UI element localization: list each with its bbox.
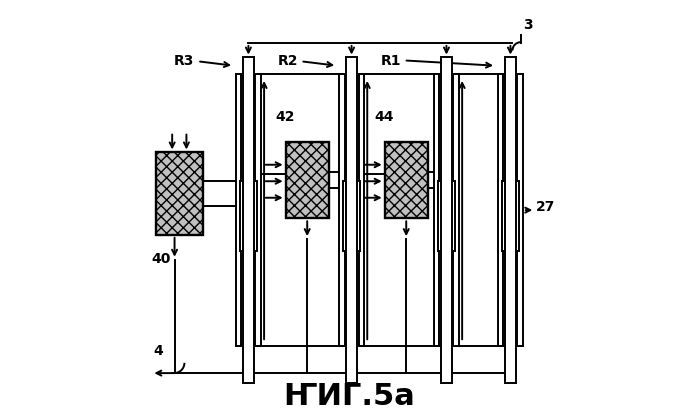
Bar	[513, 182, 519, 252]
Bar	[236, 75, 241, 347]
Text: R1: R1	[380, 54, 491, 69]
Text: ҤИГ.5a: ҤИГ.5a	[284, 381, 415, 410]
Bar	[505, 58, 516, 384]
Bar	[384, 143, 428, 219]
Bar	[359, 75, 364, 347]
Bar	[434, 75, 440, 347]
Bar	[156, 153, 203, 235]
Bar	[502, 182, 507, 252]
Bar	[339, 75, 345, 347]
Bar	[438, 182, 444, 252]
Text: 44: 44	[374, 110, 394, 124]
Text: 3: 3	[523, 18, 533, 31]
Bar	[255, 75, 261, 347]
Text: R3: R3	[174, 54, 229, 68]
Bar	[346, 58, 357, 384]
Bar	[354, 182, 360, 252]
Bar	[498, 75, 503, 347]
Text: 27: 27	[536, 199, 556, 214]
Bar	[517, 75, 523, 347]
Bar	[449, 182, 455, 252]
Bar	[252, 182, 257, 252]
Bar	[243, 58, 254, 384]
Text: 40: 40	[152, 252, 171, 266]
Bar	[240, 182, 245, 252]
Bar	[286, 143, 329, 219]
Text: 4: 4	[154, 343, 164, 357]
Text: 42: 42	[275, 110, 295, 124]
Bar	[440, 58, 452, 384]
Bar	[454, 75, 459, 347]
Bar	[343, 182, 349, 252]
Text: R2: R2	[278, 54, 332, 68]
